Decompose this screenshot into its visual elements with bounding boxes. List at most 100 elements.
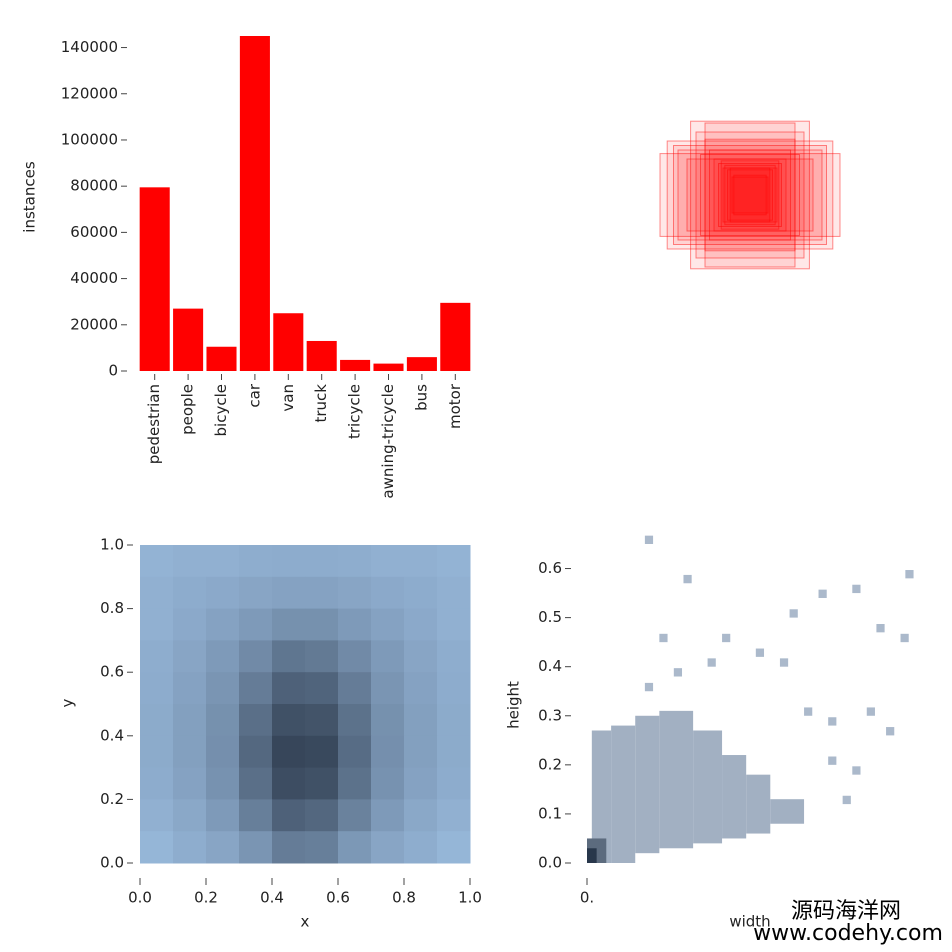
hist-cell xyxy=(886,727,895,736)
heat-cell xyxy=(206,608,240,641)
heat-cell xyxy=(371,704,405,737)
heat-cell xyxy=(371,735,405,769)
watermark-glow xyxy=(815,815,915,870)
label-box xyxy=(727,169,773,221)
heat-cell xyxy=(206,640,240,673)
y-tick-label: 0.6 xyxy=(100,663,124,681)
heat-cell xyxy=(338,576,372,610)
wh-panel: 0.0 0.1 0.2 0.3 0.4 0.5 0.6 0. width height xyxy=(505,535,914,931)
heat-cell xyxy=(437,704,471,737)
heat-cell xyxy=(404,608,438,641)
heat-cell xyxy=(173,704,207,737)
heat-cell xyxy=(305,608,339,641)
heat-cell xyxy=(272,735,306,769)
heat-cell xyxy=(437,640,471,673)
bar xyxy=(139,187,170,371)
heat-cell xyxy=(371,576,405,610)
heat-cell xyxy=(173,640,207,673)
heat-cell xyxy=(305,799,339,832)
heat-cell xyxy=(305,545,339,578)
heat-cell xyxy=(239,576,273,610)
bar xyxy=(173,308,204,371)
y-tick-label: 0 xyxy=(108,362,118,380)
heat-cell xyxy=(140,608,174,641)
heat-cell xyxy=(272,640,306,673)
hist-cell xyxy=(779,658,789,667)
heat-cell xyxy=(404,799,438,832)
heat-cell xyxy=(140,831,174,864)
heat-cell xyxy=(272,576,306,610)
bar xyxy=(273,313,304,371)
label-box xyxy=(709,149,791,241)
label-box xyxy=(695,131,805,259)
heat-cell xyxy=(140,704,174,737)
y-tick-label: 0.5 xyxy=(538,608,562,626)
x-tick-label: bus xyxy=(412,384,430,411)
heat-cell xyxy=(437,576,471,610)
y-tick-label: 20000 xyxy=(70,315,118,333)
label-box xyxy=(729,167,771,223)
heat-cell xyxy=(371,831,405,864)
y-tick-label: 0.4 xyxy=(538,657,562,675)
heat-cell xyxy=(437,799,471,832)
heat-cell xyxy=(404,704,438,737)
heat-cell xyxy=(206,704,240,737)
heat-cell xyxy=(404,831,438,864)
label-box xyxy=(724,164,776,226)
y-tick-label: 0.2 xyxy=(538,755,562,773)
y-tick-label: 120000 xyxy=(61,84,118,102)
label-box xyxy=(704,138,796,252)
heat-cell xyxy=(437,735,471,769)
label-box xyxy=(686,158,814,232)
x-tick-label: truck xyxy=(312,384,330,423)
heat-cell xyxy=(140,545,174,578)
label-box xyxy=(673,145,827,245)
x-tick-label: pedestrian xyxy=(145,384,163,464)
y-tick-label: 0.6 xyxy=(538,559,562,577)
heat-cell xyxy=(173,576,207,610)
heat-cell xyxy=(437,831,471,864)
label-box xyxy=(659,153,841,237)
heat-cell xyxy=(239,608,273,641)
x-tick-label: tricycle xyxy=(346,384,364,439)
label-box xyxy=(718,163,782,227)
hist-cell xyxy=(818,589,827,598)
heat-cell xyxy=(206,799,240,832)
heat-cell xyxy=(140,799,174,832)
hist-cell xyxy=(644,682,654,692)
heat-cell xyxy=(437,608,471,641)
hist-cell xyxy=(852,584,861,594)
hist-cell xyxy=(828,756,837,765)
heat-cell xyxy=(173,831,207,864)
x-tick-label: 0.4 xyxy=(260,889,284,907)
watermark-line2: www.codehy.com xyxy=(753,921,943,946)
heat-cell xyxy=(338,767,372,800)
heat-cell xyxy=(371,608,405,641)
x-tick-label: van xyxy=(279,384,297,412)
label-box xyxy=(731,176,769,214)
x-tick-label: car xyxy=(245,383,263,407)
hist-cell xyxy=(905,570,914,579)
hist-cell xyxy=(900,633,909,643)
watermark-line1: 源码海洋网 xyxy=(791,899,901,924)
hist-cell xyxy=(746,774,771,834)
heat-cell xyxy=(404,640,438,673)
hist-cell xyxy=(659,633,668,643)
y-axis-label: height xyxy=(505,681,523,729)
heat-cell xyxy=(239,735,273,769)
heat-cell xyxy=(305,767,339,800)
heat-cell xyxy=(272,767,306,800)
heat-cell xyxy=(140,767,174,800)
heat-cell xyxy=(239,767,273,800)
hist-cell xyxy=(635,715,660,854)
hist-cell xyxy=(828,717,837,726)
hist-cell xyxy=(673,668,683,677)
heat-cell xyxy=(404,735,438,769)
y-tick-label: 60000 xyxy=(70,223,118,241)
heat-cell xyxy=(239,672,273,705)
heat-cell xyxy=(173,545,207,578)
label-box xyxy=(677,149,823,241)
heat-cell xyxy=(305,704,339,737)
heat-cell xyxy=(272,704,306,737)
heat-cell xyxy=(338,704,372,737)
